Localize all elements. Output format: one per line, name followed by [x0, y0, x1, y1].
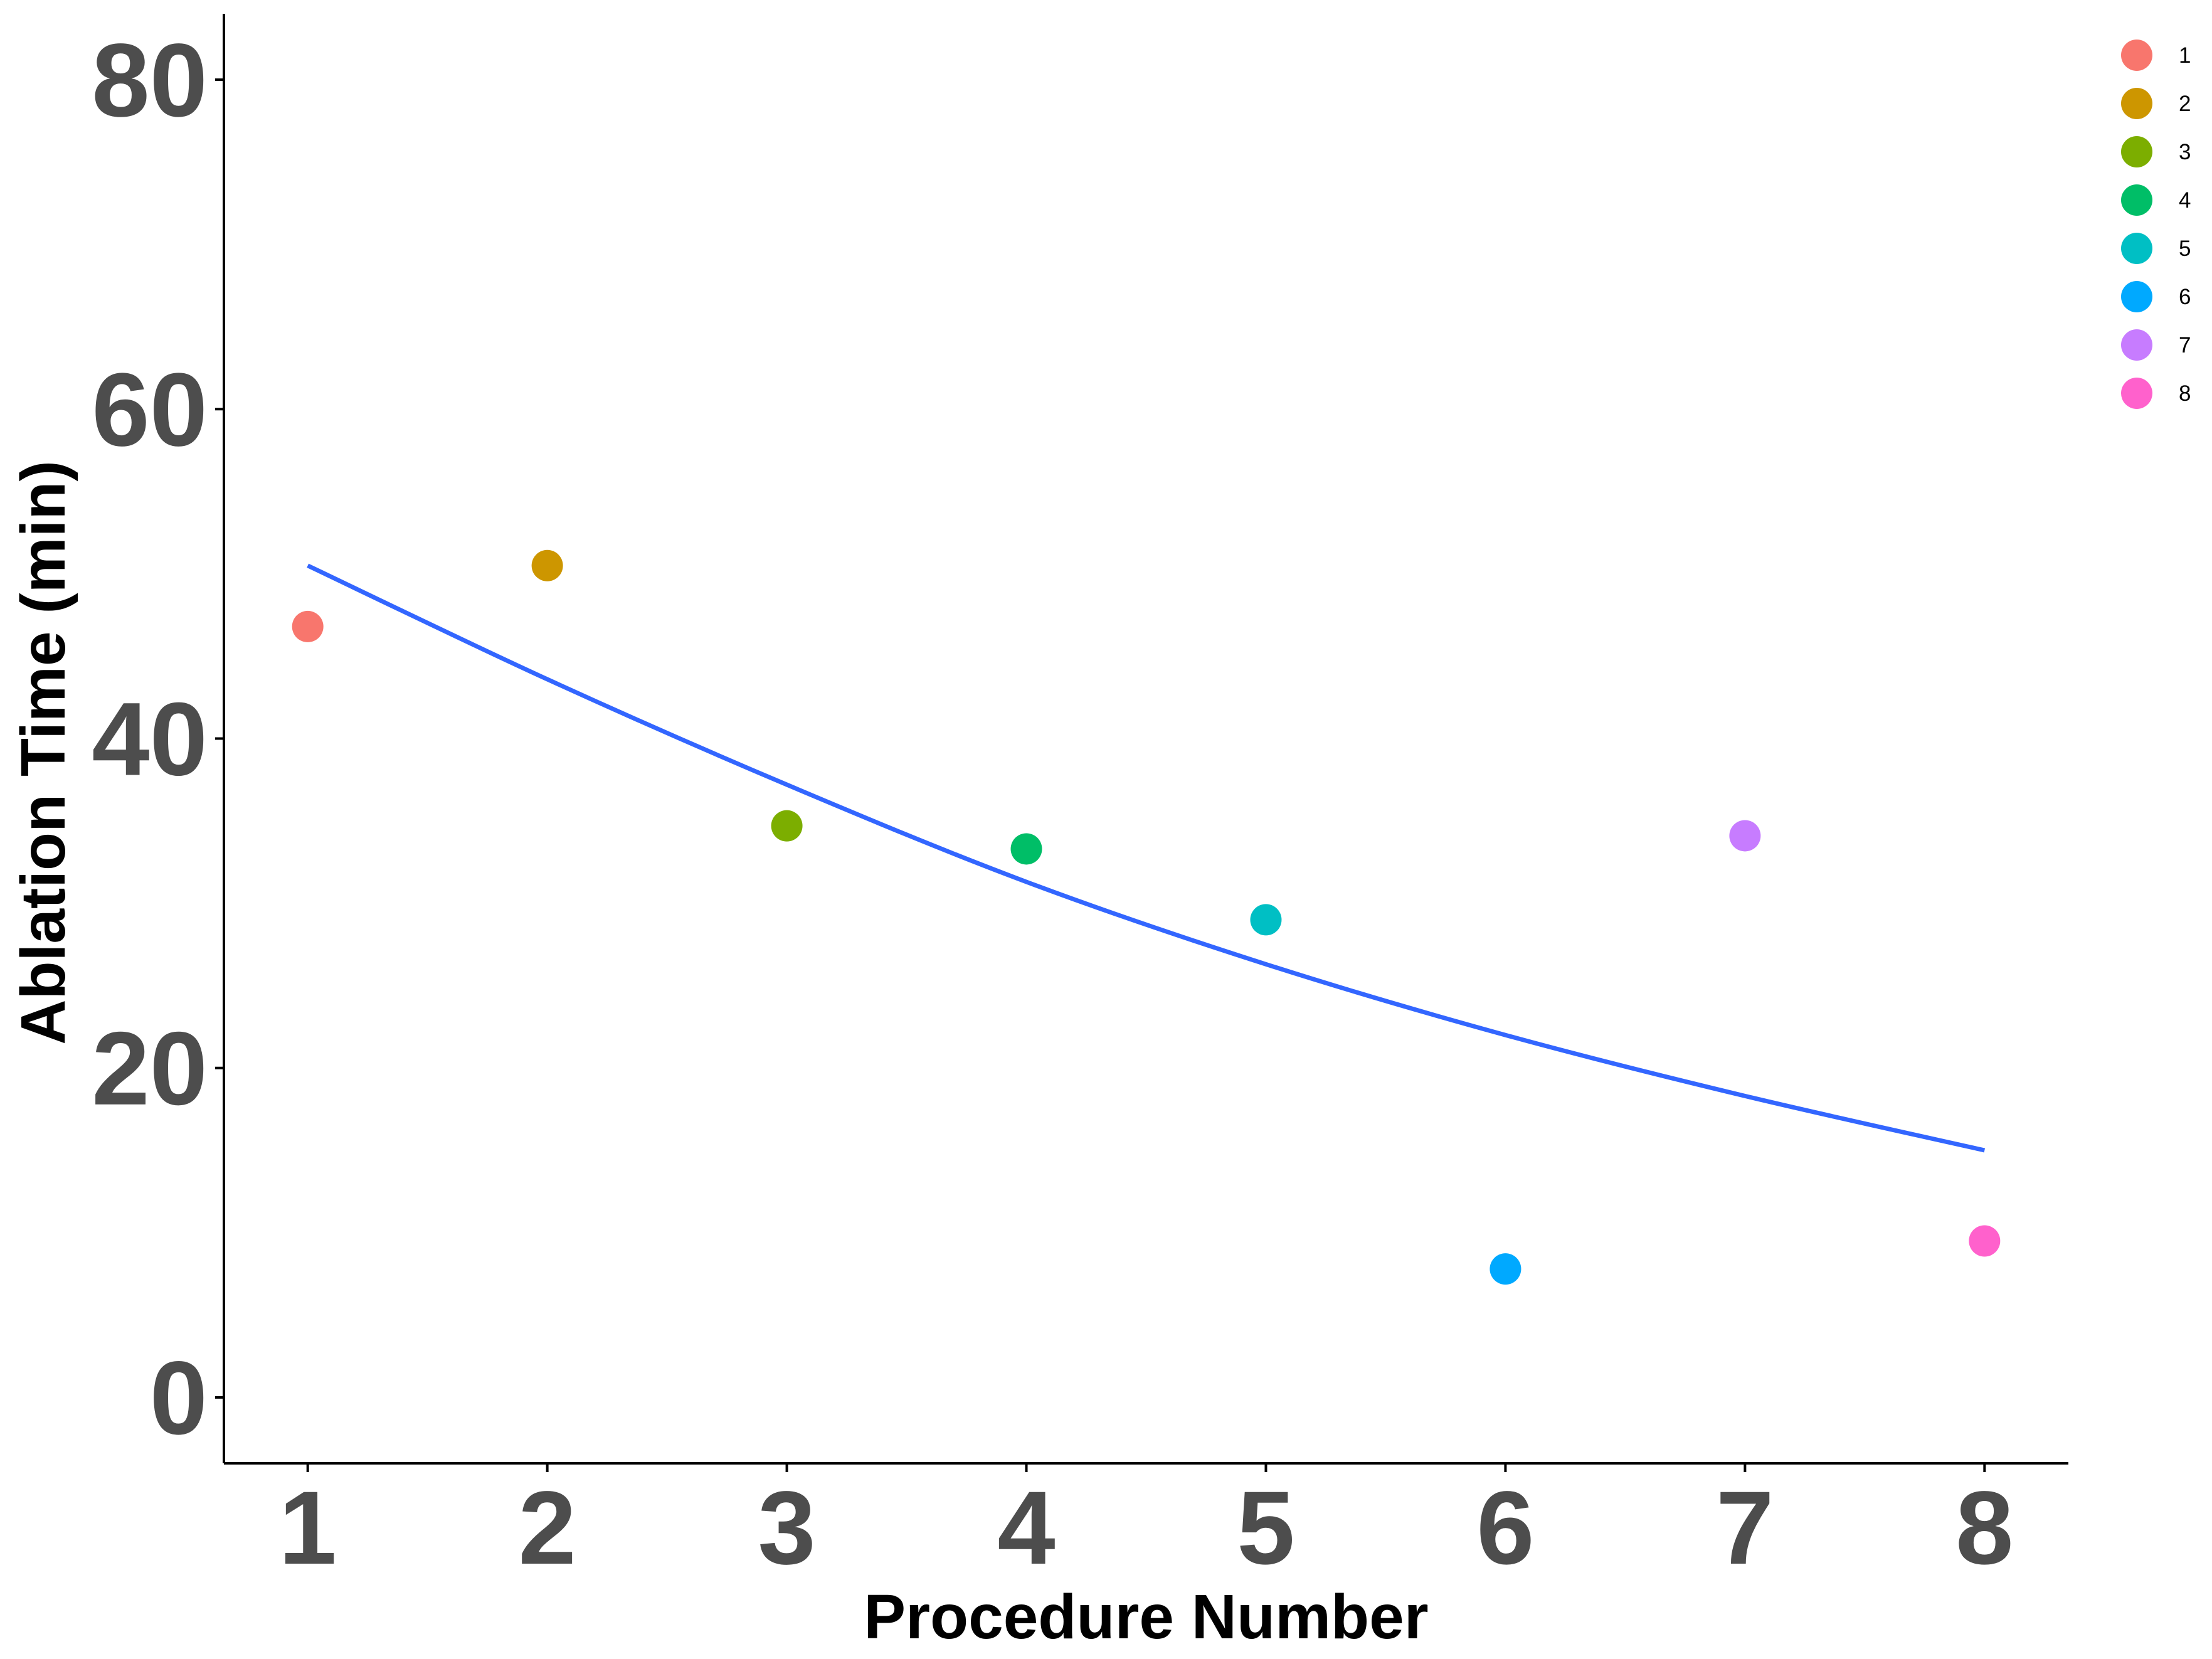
- legend-label-8: 8: [2179, 381, 2191, 406]
- data-point-6: [1490, 1253, 1521, 1285]
- legend-label-3: 3: [2179, 140, 2191, 164]
- legend-key-4: [2121, 184, 2152, 216]
- x-tick-label-8: 8: [1955, 1470, 2013, 1586]
- legend-key-1: [2121, 40, 2152, 71]
- legend-label-7: 7: [2179, 333, 2191, 358]
- data-points: [292, 549, 2001, 1285]
- x-tick-label-2: 2: [518, 1470, 576, 1586]
- legend: 1 2 3 4 5 6 7 8: [2121, 40, 2191, 409]
- trend-line: [307, 563, 1986, 1153]
- legend-label-2: 2: [2179, 92, 2191, 116]
- y-tick-label-0: 0: [150, 1340, 208, 1456]
- data-point-4: [1010, 833, 1042, 865]
- data-point-2: [531, 549, 563, 581]
- axes: 0 20 40 60 80 1 2 3 4 5 6 7 8: [92, 14, 2068, 1586]
- data-point-5: [1250, 904, 1282, 936]
- legend-key-2: [2121, 88, 2152, 119]
- legend-label-5: 5: [2179, 236, 2191, 261]
- legend-label-1: 1: [2179, 43, 2191, 68]
- data-point-7: [1729, 820, 1761, 852]
- data-point-1: [292, 610, 324, 642]
- y-tick-label-80: 80: [92, 23, 208, 139]
- trend-line-layer: [307, 563, 1986, 1153]
- x-tick-label-7: 7: [1716, 1470, 1774, 1586]
- legend-key-8: [2121, 378, 2152, 409]
- data-point-3: [771, 810, 803, 842]
- legend-key-5: [2121, 233, 2152, 264]
- legend-key-6: [2121, 281, 2152, 312]
- x-tick-label-3: 3: [758, 1470, 815, 1586]
- legend-label-6: 6: [2179, 285, 2191, 309]
- x-tick-label-1: 1: [279, 1470, 337, 1586]
- legend-label-4: 4: [2179, 188, 2191, 213]
- x-axis-title: Procedure Number: [864, 1582, 1428, 1652]
- y-tick-label-60: 60: [92, 352, 208, 468]
- legend-key-3: [2121, 136, 2152, 167]
- x-tick-label-4: 4: [997, 1470, 1055, 1586]
- y-tick-label-20: 20: [92, 1011, 208, 1127]
- y-axis-title: Ablation Time (min): [8, 460, 78, 1045]
- data-point-8: [1969, 1225, 2001, 1257]
- x-tick-label-6: 6: [1476, 1470, 1534, 1586]
- y-tick-label-40: 40: [92, 682, 208, 798]
- legend-key-7: [2121, 329, 2152, 361]
- x-tick-label-5: 5: [1237, 1470, 1294, 1586]
